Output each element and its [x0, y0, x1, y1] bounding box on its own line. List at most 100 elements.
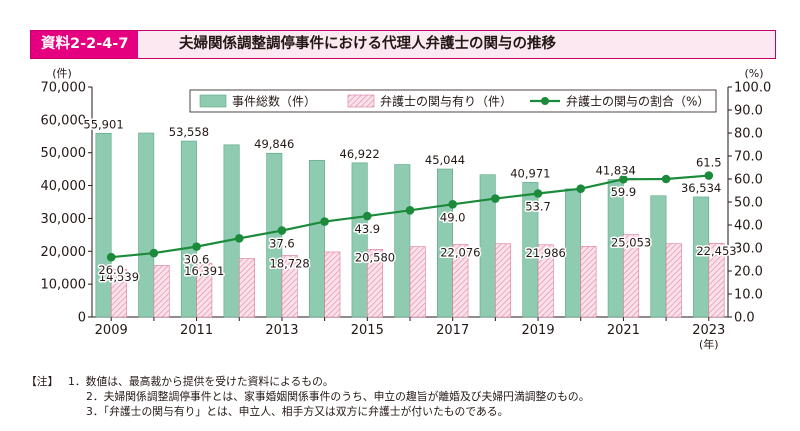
lawyer-data-label: 16,391	[184, 264, 224, 278]
ratio-point	[661, 174, 671, 184]
bar-lawyer	[623, 234, 640, 318]
left-tick-label: 20,000	[41, 245, 87, 260]
note-3: 3．「弁護士の関与有り」とは、申立人、相手方又は双方に弁護士が付いたものである。	[26, 404, 590, 419]
bar-lawyer	[281, 255, 298, 318]
bars	[95, 132, 725, 318]
notes-head: 【注】	[26, 375, 59, 388]
title-bar: 資料2-2-4-7 夫婦関係調整調停事件における代理人弁護士の関与の推移	[30, 30, 776, 59]
ratio-data-label: 30.6	[184, 253, 210, 267]
figure-number: 資料2-2-4-7	[31, 31, 139, 58]
bar-lawyer	[708, 242, 725, 318]
bar-lawyer	[324, 251, 341, 318]
right-tick-label: 70.0	[734, 150, 763, 165]
right-tick-label: 80.0	[734, 127, 763, 142]
lawyer-data-label: 22,453	[696, 244, 736, 258]
right-tick-label: 30.0	[734, 242, 763, 257]
legend-box	[189, 89, 717, 113]
right-tick-label: 10.0	[734, 288, 763, 303]
left-tick-label: 0	[78, 311, 86, 326]
ratio-point	[533, 189, 543, 198]
ratio-data-label: 59.9	[611, 185, 637, 199]
ratio-data-label: 49.0	[440, 210, 466, 224]
bar-lawyer	[495, 243, 512, 318]
lawyer-data-label: 21,986	[526, 246, 566, 260]
ratio-point	[277, 226, 287, 235]
ratio-point	[491, 194, 500, 203]
legend-swatch-ratio-point	[541, 97, 549, 105]
x-tick-label: 2013	[265, 323, 298, 338]
left-tick-label: 70,000	[41, 81, 87, 96]
total-data-label: 40,971	[510, 166, 550, 180]
legend-swatch-lawyer	[347, 94, 375, 108]
legend: 事件総数（件） 弁護士の関与有り（件） 弁護士の関与の割合（%）	[189, 89, 717, 113]
ratio-point	[448, 200, 457, 209]
ratio-point	[405, 205, 415, 215]
total-data-label: 46,922	[340, 147, 380, 161]
data-labels: 55,901 53,558 49,846 46,922 45,044 40,971 41,8…	[82, 116, 738, 286]
bar-total	[394, 164, 411, 318]
notes: 【注】 1．数値は、最高裁から提供を受けた資料によるもの。 2．夫婦関係調整調停事…	[26, 374, 590, 419]
bar-lawyer	[110, 268, 127, 318]
total-data-label: 49,846	[254, 137, 294, 151]
ratio-point	[149, 248, 159, 258]
bar-lawyer	[580, 246, 597, 318]
total-data-label: 41,834	[596, 164, 636, 178]
bar-total	[95, 133, 112, 318]
left-tick-label: 40,000	[41, 179, 87, 194]
ratio-point	[192, 242, 201, 251]
ratio-data-label: 26.0	[98, 263, 124, 277]
bar-lawyer	[153, 265, 170, 318]
left-tick-label: 50,000	[41, 146, 87, 161]
x-tick-label: 2015	[351, 323, 384, 338]
x-tick-label: 2019	[522, 323, 555, 338]
x-tick-label: 2021	[607, 323, 640, 338]
bar-total	[650, 195, 667, 318]
right-tick-label: 20.0	[734, 265, 763, 280]
left-tick-label: 30,000	[41, 212, 87, 227]
ratio-point	[619, 174, 628, 184]
legend-swatch-total	[199, 94, 227, 108]
bar-total	[437, 168, 453, 318]
note-text-3: 3．「弁護士の関与有り」とは、申立人、相手方又は双方に弁護士が付いたものである。	[86, 405, 509, 418]
ratio-data-label: 53.7	[525, 199, 551, 213]
right-tick-label: 100.0	[734, 81, 771, 96]
x-tick-label: 2023	[692, 323, 725, 338]
combo-chart: 0 10,000 20,000 30,000 40,000 50,000 60,000 70,…	[41, 67, 772, 351]
bar-lawyer	[409, 246, 426, 318]
bar-total	[138, 132, 155, 318]
bar-lawyer	[238, 258, 255, 318]
bar-lawyer	[196, 262, 213, 318]
bar-total	[351, 162, 368, 318]
bar-lawyer	[537, 244, 554, 318]
legend-label-lawyer: 弁護士の関与有り（件）	[380, 94, 512, 109]
bar-total	[223, 144, 240, 318]
x-tick-label: 2011	[180, 323, 213, 338]
bar-total	[308, 159, 325, 318]
bar-total	[180, 140, 197, 318]
right-unit-label: (%)	[744, 67, 763, 80]
axes: 0 10,000 20,000 30,000 40,000 50,000 60,000 70,…	[41, 67, 772, 351]
total-data-label: 55,901	[83, 117, 123, 131]
left-tick-label: 10,000	[41, 278, 87, 293]
note-1: 【注】 1．数値は、最高裁から提供を受けた資料によるもの。	[26, 374, 590, 389]
ratio-point	[363, 211, 372, 221]
note-text-2: 2．夫婦関係調整調停事件とは、家事婚姻関係事件のうち、申立の趣旨が離婚及び夫婦円…	[86, 390, 590, 403]
x-tick-label: 2017	[436, 323, 469, 338]
note-2: 2．夫婦関係調整調停事件とは、家事婚姻関係事件のうち、申立の趣旨が離婚及び夫婦円…	[26, 389, 590, 404]
ratio-data-label: 37.6	[269, 237, 295, 251]
left-tick-label: 60,000	[41, 113, 87, 128]
right-tick-label: 0.0	[734, 311, 755, 326]
ratio-point	[106, 252, 116, 262]
right-tick-label: 90.0	[734, 104, 763, 119]
ratio-line	[106, 171, 714, 262]
ratio-point	[320, 217, 329, 226]
lawyer-data-label: 20,580	[355, 250, 395, 264]
ratio-point	[234, 234, 244, 243]
ratio-point	[704, 171, 714, 180]
right-tick-label: 50.0	[734, 196, 763, 211]
left-unit-label: (件)	[52, 67, 72, 80]
x-unit-label: (年)	[699, 337, 719, 351]
bar-total	[565, 188, 582, 318]
ratio-data-label: 61.5	[696, 156, 722, 170]
note-text-1: 1．数値は、最高裁から提供を受けた資料によるもの。	[68, 375, 334, 388]
